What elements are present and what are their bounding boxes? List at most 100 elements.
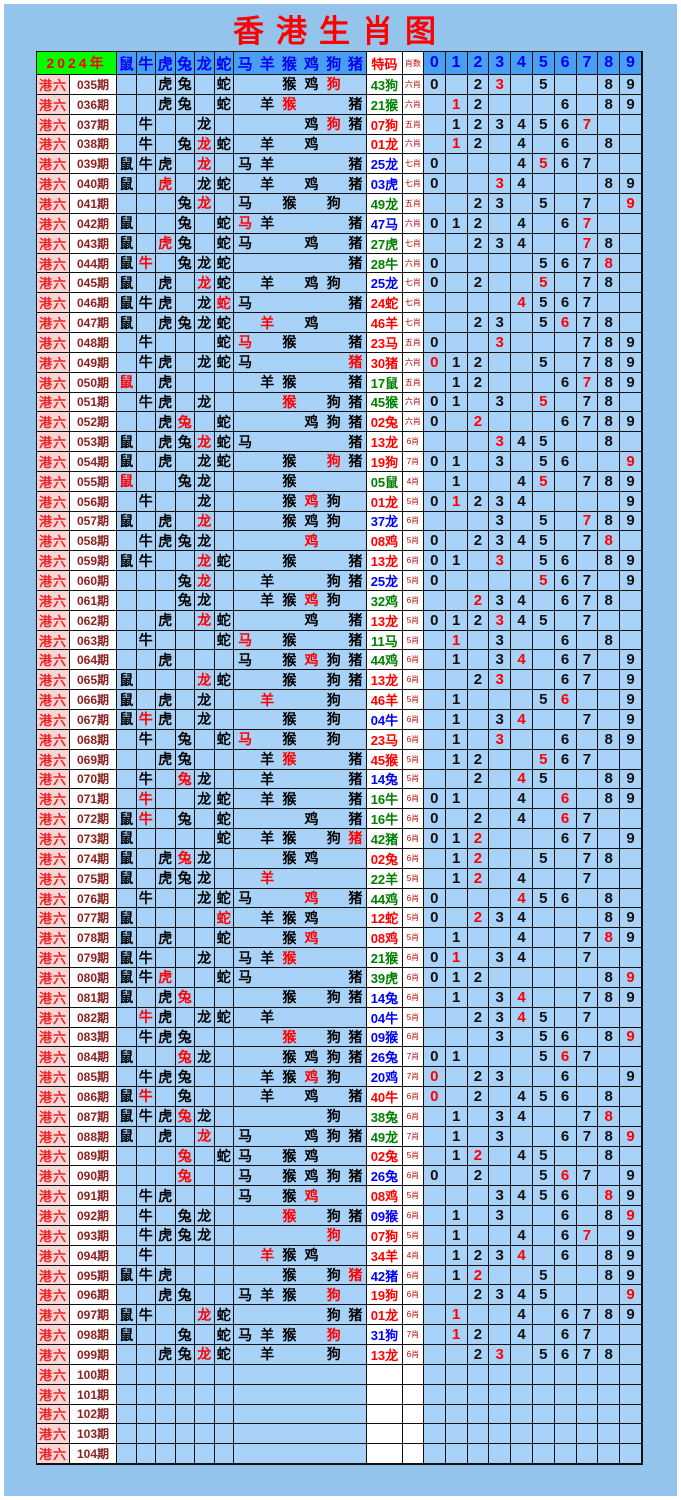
zodiac-cell-牛: 牛 — [136, 1067, 156, 1088]
row-prefix: 港六 — [37, 1225, 70, 1246]
digit-cell-8: 8 — [598, 372, 621, 393]
zodiac-cell-兔 — [175, 1007, 195, 1028]
row-period: 037期 — [70, 114, 117, 135]
zodiac-cell-兔 — [175, 1265, 195, 1286]
zodiac-cell-猪: 猪 — [344, 1305, 367, 1326]
zodiac-cell-虎 — [156, 332, 176, 353]
tema-cell: 22羊 — [366, 868, 403, 889]
digit-cell-5: 5 — [532, 253, 555, 274]
zodiac-cell-蛇 — [214, 590, 234, 611]
digit-cell-9: 9 — [620, 1285, 642, 1306]
table-row-038期: 港六 038期牛兔龙蛇羊鸡 01龙 六肖 1 2 4 6 8 — [37, 134, 642, 155]
xiaoshu-cell: 六肖 — [402, 213, 424, 234]
zodiac-cell-蛇: 蛇 — [214, 1146, 234, 1167]
zodiac-cell-猴 — [278, 1087, 301, 1107]
zodiac-cell-牛: 牛 — [136, 352, 156, 373]
zodiac-cell-猴: 猴 — [278, 1027, 301, 1048]
zodiac-cell-猴: 猴 — [278, 928, 301, 949]
digit-cell-6: 6 — [554, 1206, 577, 1226]
zodiac-cell-牛: 牛 — [136, 729, 156, 750]
zodiac-cell-虎: 虎 — [156, 273, 176, 294]
digit-cell-6: 6 — [554, 154, 577, 175]
zodiac-cell-龙: 龙 — [195, 1206, 215, 1226]
zodiac-cell-虎: 虎 — [156, 511, 176, 532]
zodiac-cell-鼠 — [117, 1444, 137, 1465]
digit-cell-6: 6 — [554, 670, 577, 691]
zodiac-cell-虎 — [156, 1384, 176, 1405]
zodiac-cell-兔: 兔 — [175, 1166, 195, 1187]
digit-cell-0: 0 — [423, 908, 446, 929]
zodiac-cell-兔: 兔 — [175, 1106, 195, 1127]
zodiac-cell-蛇: 蛇 — [214, 75, 234, 95]
digit-cell-6: 6 — [554, 789, 577, 810]
digit-cell-1: 1 — [445, 1265, 468, 1286]
tema-cell: 03虎 — [366, 174, 403, 195]
digit-cell-3 — [489, 690, 512, 710]
row-prefix: 港六 — [37, 1146, 70, 1167]
digit-cell-6: 6 — [554, 134, 577, 155]
zodiac-cell-虎 — [156, 590, 176, 611]
zodiac-cell-鸡 — [300, 1106, 323, 1127]
digit-cell-7 — [576, 729, 599, 750]
digit-cell-1 — [445, 1424, 468, 1445]
zodiac-cell-狗: 狗 — [322, 114, 345, 135]
xiaoshu-cell: 6肖 — [402, 710, 424, 730]
row-prefix: 港六 — [37, 590, 70, 611]
zodiac-cell-兔: 兔 — [175, 1285, 195, 1306]
row-prefix: 港六 — [37, 1106, 70, 1127]
zodiac-cell-猪: 猪 — [344, 1027, 367, 1048]
xiaoshu-cell: 6肖 — [402, 670, 424, 691]
tema-cell: 21猴 — [366, 948, 403, 968]
zodiac-cell-牛: 牛 — [136, 1087, 156, 1107]
zodiac-cell-兔: 兔 — [175, 233, 195, 254]
digit-cell-7: 7 — [576, 1225, 599, 1246]
row-prefix: 港六 — [37, 749, 70, 770]
tema-cell: 01龙 — [366, 491, 403, 512]
zodiac-cell-龙: 龙 — [195, 769, 215, 790]
zodiac-cell-虎 — [156, 551, 176, 572]
row-period: 064期 — [70, 650, 117, 671]
digit-cell-3 — [489, 471, 512, 492]
digit-cell-8: 8 — [598, 531, 621, 552]
zodiac-cell-羊 — [256, 848, 279, 869]
digit-cell-1: 1 — [445, 372, 468, 393]
table-row-062期: 港六 062期虎龙蛇鸡猪 13龙 5肖 0 1 2 3 4 5 7 — [37, 610, 642, 631]
digit-cell-8: 8 — [598, 1186, 621, 1207]
table-row-096期: 港六 096期虎兔马羊猴狗 19狗 6肖 2 3 4 5 9 — [37, 1285, 642, 1306]
zodiac-cell-狗 — [322, 174, 345, 195]
zodiac-cell-狗 — [322, 769, 345, 790]
zodiac-cell-牛 — [136, 987, 156, 1008]
digit-cell-8 — [598, 670, 621, 691]
tema-cell: 09猴 — [366, 1027, 403, 1048]
digit-cell-9: 9 — [620, 650, 642, 671]
zodiac-cell-蛇 — [214, 571, 234, 591]
zodiac-cell-蛇 — [214, 114, 234, 135]
digit-cell-1 — [445, 293, 468, 314]
row-prefix: 港六 — [37, 630, 70, 651]
table-row-090期: 港六 090期兔马猴鸡狗猪 26兔 6肖 0 2 5 6 7 9 — [37, 1166, 642, 1187]
table-row-082期: 港六 082期牛虎龙蛇羊 04牛 5肖 2 3 4 5 7 — [37, 1007, 642, 1028]
zodiac-cell-牛 — [136, 1126, 156, 1147]
table-row-049期: 港六 049期牛虎龙蛇马猪 30猪 六肖 0 1 2 5 7 8 9 — [37, 352, 642, 373]
zodiac-cell-猪: 猪 — [344, 293, 367, 314]
digit-cell-4 — [511, 412, 533, 433]
digit-cell-4: 4 — [511, 1146, 533, 1167]
zodiac-cell-鼠: 鼠 — [117, 1265, 137, 1286]
digit-cell-3 — [489, 829, 512, 849]
zodiac-cell-鼠: 鼠 — [117, 809, 137, 830]
digit-cell-0 — [423, 630, 446, 651]
zodiac-cell-猪: 猪 — [344, 987, 367, 1008]
zodiac-cell-马 — [234, 491, 257, 512]
tema-cell: 32鸡 — [366, 590, 403, 611]
zodiac-cell-龙 — [195, 650, 215, 671]
zodiac-cell-马 — [234, 868, 257, 889]
digit-cell-9: 9 — [620, 352, 642, 373]
digit-cell-5 — [532, 233, 555, 254]
zodiac-cell-狗: 狗 — [322, 452, 345, 472]
row-prefix: 港六 — [37, 75, 70, 95]
zodiac-cell-鼠: 鼠 — [117, 154, 137, 175]
digit-cell-2: 2 — [467, 610, 490, 631]
digit-cell-4 — [511, 1206, 533, 1226]
zodiac-cell-鸡 — [300, 1305, 323, 1326]
digit-cell-3: 3 — [489, 233, 512, 254]
